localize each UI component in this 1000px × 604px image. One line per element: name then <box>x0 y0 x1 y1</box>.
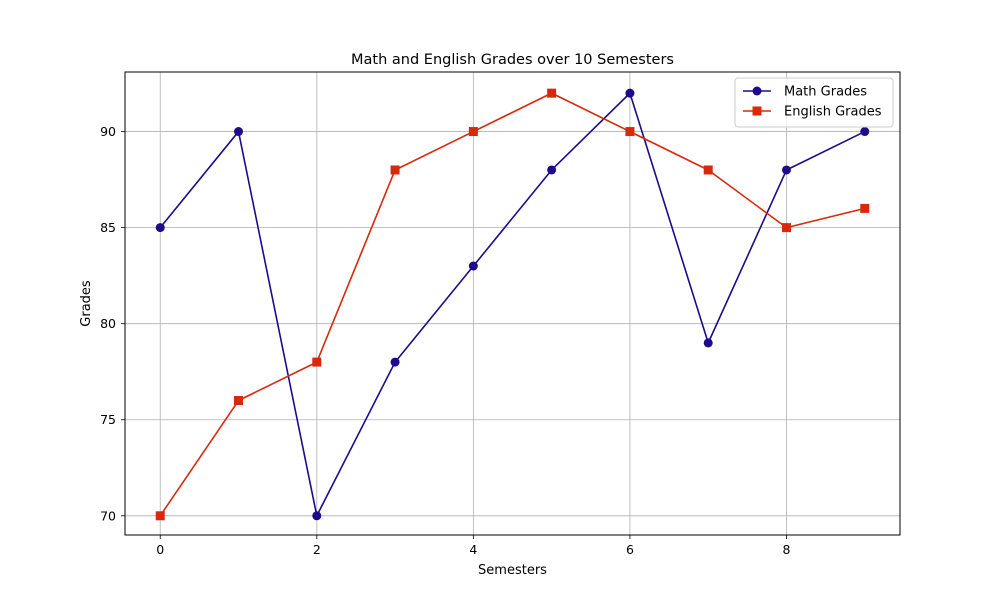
data-point-english <box>234 396 244 406</box>
data-point-english <box>860 203 870 213</box>
data-point-english <box>703 165 713 175</box>
data-point-english <box>625 127 635 137</box>
data-point-english <box>390 165 400 175</box>
legend-box <box>734 77 894 128</box>
data-point-math <box>390 357 400 367</box>
data-point-english <box>468 127 478 137</box>
y-tick-label: 85 <box>100 220 116 235</box>
y-axis-label: Grades <box>79 280 94 327</box>
y-tick-label: 75 <box>100 412 116 427</box>
x-tick-label: 6 <box>626 542 634 557</box>
series-line-english <box>159 92 865 517</box>
legend-english-marker <box>752 106 762 116</box>
data-point-math <box>625 88 635 98</box>
y-tick-label: 90 <box>100 124 116 139</box>
series-line-math <box>159 92 866 517</box>
data-point-math <box>547 165 557 175</box>
data-point-math <box>781 165 791 175</box>
legend-math-label: Math Grades <box>784 85 867 100</box>
data-point-math <box>155 223 165 233</box>
grid <box>125 72 900 535</box>
y-tick-label: 80 <box>100 316 116 331</box>
data-point-english <box>312 357 322 367</box>
data-point-math <box>312 511 322 521</box>
x-tick-label: 8 <box>783 542 791 557</box>
data-point-english <box>155 511 165 521</box>
x-axis-label: Semesters <box>478 563 547 578</box>
data-point-math <box>860 127 870 137</box>
chart-title: Math and English Grades over 10 Semester… <box>351 52 674 68</box>
x-tick-label: 4 <box>469 542 477 557</box>
data-point-math <box>703 338 713 348</box>
data-point-math <box>234 127 244 137</box>
legend: Math Grades English Grades <box>734 77 894 128</box>
series-group <box>155 88 870 521</box>
legend-math-marker <box>752 86 762 96</box>
plot-area-frame <box>124 71 901 536</box>
axis-ticks: 0 2 4 6 8 70 75 80 85 90 <box>100 124 790 557</box>
data-point-math <box>468 261 478 271</box>
legend-english-label: English Grades <box>784 105 882 120</box>
x-tick-label: 0 <box>156 542 164 557</box>
data-point-english <box>781 223 791 233</box>
y-tick-label: 70 <box>100 508 116 523</box>
data-point-english <box>547 88 557 98</box>
x-tick-label: 2 <box>313 542 321 557</box>
